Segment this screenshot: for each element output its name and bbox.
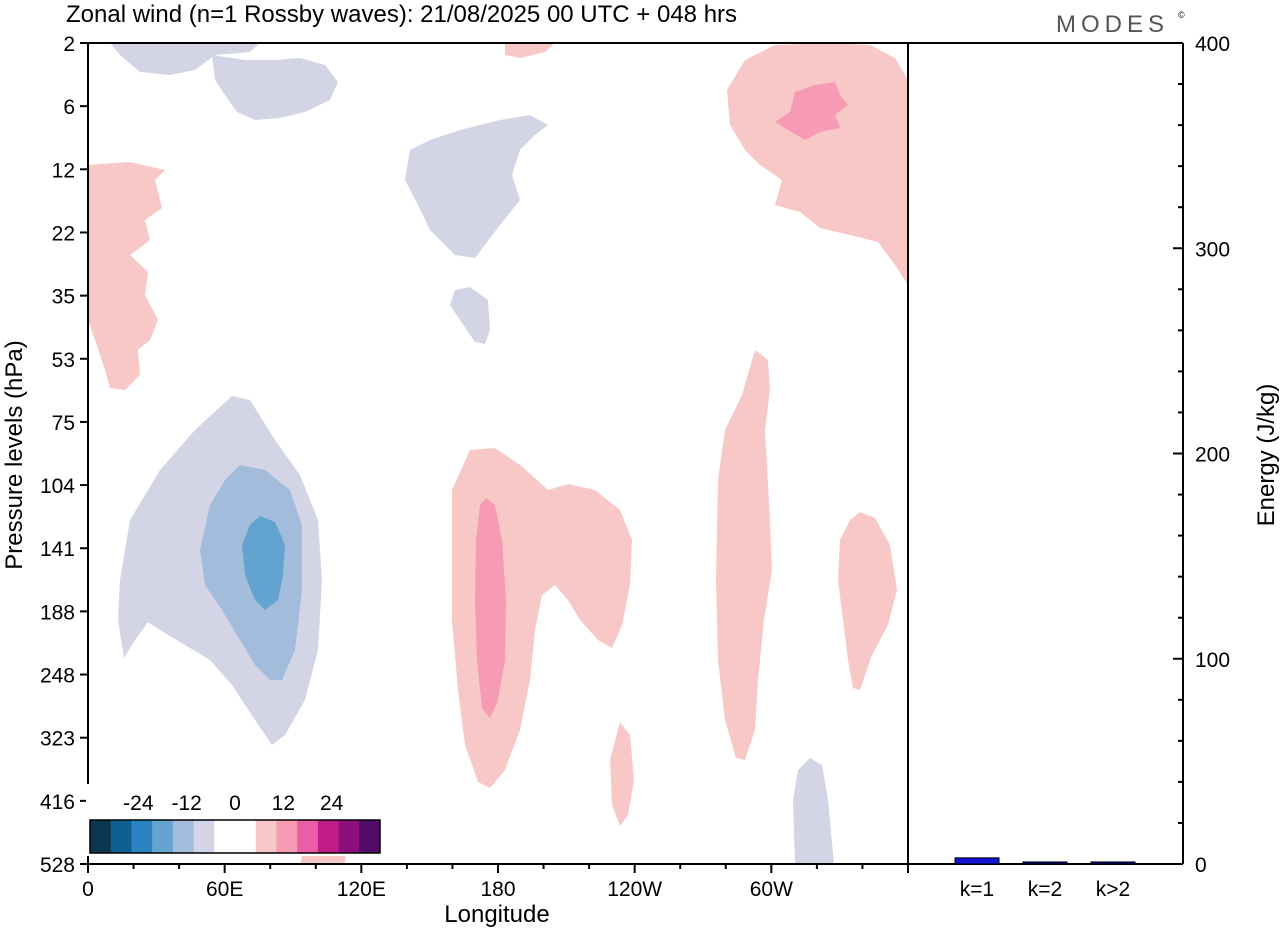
energy-bar-chart: k=1 k=2 k>2 0 100 200 300 400 [908,33,1230,901]
y-tick-label: 2 [63,33,75,56]
energy-bar [954,857,1000,865]
colorbar-label: 12 [272,792,295,815]
colorbar-swatch [235,820,257,853]
chart-title: Zonal wind (n=1 Rossby waves): 21/08/202… [66,1,737,28]
energy-tick-label: 300 [1195,238,1230,261]
energy-tick-label: 0 [1195,854,1207,877]
colorbar-swatch [297,820,319,853]
colorbar-swatch [359,820,381,853]
colorbar-swatch [131,820,153,853]
longitude-axis: 0 60E 120E 180 120W 60W [82,864,909,901]
energy-bar [1090,861,1136,865]
x-tick-label: 60E [206,878,243,901]
colorbar-swatch [338,820,360,853]
colorbar-swatch [255,820,277,853]
colorbar-label: -24 [123,792,154,815]
positive-anomaly-region [505,43,555,58]
y-tick-label: 53 [52,349,75,372]
colorbar-label: 0 [229,792,241,815]
y-tick-label: 188 [40,601,75,624]
x-tick-label: 120W [607,878,662,901]
y-tick-label: 75 [52,412,75,435]
energy-tick-label: 100 [1195,649,1230,672]
y-tick-label: 528 [40,854,75,877]
contour-plot [87,42,909,865]
y-tick-label: 104 [40,475,75,498]
colorbar-swatch [152,820,174,853]
positive-anomaly-core [775,82,848,140]
colorbar-swatch [276,820,298,853]
colorbar-label: 24 [320,792,344,815]
negative-anomaly-core [242,516,285,610]
energy-axis-label: Energy (J/kg) [1253,384,1280,527]
colorbar-swatch [214,820,236,853]
positive-anomaly-region [838,512,897,690]
energy-bar [1022,861,1068,865]
energy-bar-label: k=2 [1028,878,1062,901]
positive-anomaly-region [716,350,772,760]
pressure-axis: 2 6 12 22 35 53 75 104 141 188 248 323 416 528 [40,33,88,877]
logo-copyright-mark: © [1178,10,1185,20]
modes-logo: MODES [1056,11,1169,38]
x-tick-label: 0 [82,878,94,901]
y-tick-label: 35 [52,286,75,309]
negative-anomaly-region [110,43,260,75]
y-tick-label: 6 [63,96,75,119]
y-tick-label: 248 [40,665,75,688]
energy-bar-label: k=1 [960,878,994,901]
x-tick-label: 120E [337,878,386,901]
negative-anomaly-region [450,287,490,344]
positive-anomaly-core [475,498,506,718]
negative-anomaly-region [793,758,834,864]
energy-tick-label: 200 [1195,444,1230,467]
positive-anomaly-region [727,43,908,285]
negative-anomaly-region [212,55,338,120]
colorbar: -24 -12 0 12 24 [86,784,384,856]
positive-anomaly-region [610,722,634,826]
positive-anomaly-region [88,162,165,390]
y-tick-label: 22 [52,222,75,245]
x-axis-label: Longitude [444,901,549,928]
colorbar-swatch [90,820,112,853]
y-tick-label: 141 [40,538,75,561]
colorbar-swatch [193,820,215,853]
colorbar-swatch [317,820,340,853]
colorbar-frame [89,819,381,854]
energy-tick-label: 400 [1195,33,1230,56]
y-tick-label: 416 [40,791,75,814]
colorbar-label: -12 [171,792,201,815]
negative-anomaly-region [405,115,548,258]
energy-bar-label: k>2 [1096,878,1130,901]
y-tick-label: 12 [52,159,75,182]
colorbar-swatch [172,820,195,853]
x-tick-label: 180 [480,878,515,901]
y-axis-label: Pressure levels (hPa) [1,340,28,569]
y-tick-label: 323 [40,728,75,751]
colorbar-swatch [110,820,132,853]
x-tick-label: 60W [750,878,793,901]
